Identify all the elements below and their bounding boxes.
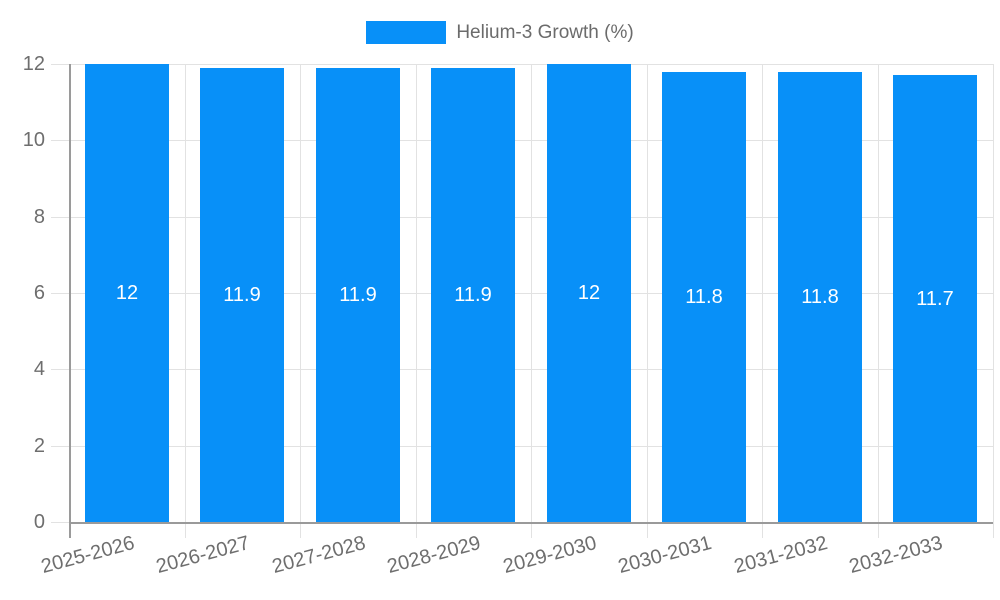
grid-line-v (185, 64, 186, 538)
grid-line-v (416, 64, 417, 538)
bar[interactable] (662, 72, 746, 522)
bar[interactable] (85, 64, 169, 522)
legend-label: Helium-3 Growth (%) (456, 21, 634, 43)
legend-swatch (366, 21, 447, 44)
y-tick-label: 8 (33, 206, 45, 228)
x-axis-line (69, 522, 993, 524)
bar-value-label: 11.9 (339, 284, 377, 306)
y-tick-label: 12 (22, 53, 45, 75)
y-tick-label: 6 (33, 282, 45, 304)
bar[interactable] (200, 68, 284, 522)
grid-line-v (993, 64, 994, 538)
chart-legend[interactable]: Helium-3 Growth (%) (0, 21, 1000, 44)
grid-line-h (51, 369, 993, 370)
grid-line-h (51, 446, 993, 447)
grid-line-v (531, 64, 532, 538)
bar[interactable] (431, 68, 515, 522)
bar-value-label: 12 (577, 282, 601, 304)
bar[interactable] (316, 68, 400, 522)
y-tick-label: 2 (33, 435, 45, 457)
bar[interactable] (893, 75, 977, 522)
bar[interactable] (547, 64, 631, 522)
grid-line-h (51, 293, 993, 294)
y-tick-label: 10 (22, 129, 45, 151)
bar-value-label: 11.9 (223, 284, 261, 306)
bar-value-label: 11.7 (916, 288, 954, 310)
grid-line-v (300, 64, 301, 538)
grid-line-v (878, 64, 879, 538)
grid-line-h (51, 140, 993, 141)
bar-value-label: 11.8 (801, 286, 839, 308)
grid-line-h (51, 217, 993, 218)
y-tick-label: 0 (33, 511, 45, 533)
grid-line-v (762, 64, 763, 538)
bar-value-label: 11.9 (454, 284, 492, 306)
grid-line-v (647, 64, 648, 538)
grid-line-h (51, 64, 993, 65)
bar-value-label: 12 (115, 282, 139, 304)
y-axis-line (69, 64, 71, 538)
bar[interactable] (778, 72, 862, 522)
bar-value-label: 11.8 (685, 286, 723, 308)
y-tick-label: 4 (33, 358, 45, 380)
